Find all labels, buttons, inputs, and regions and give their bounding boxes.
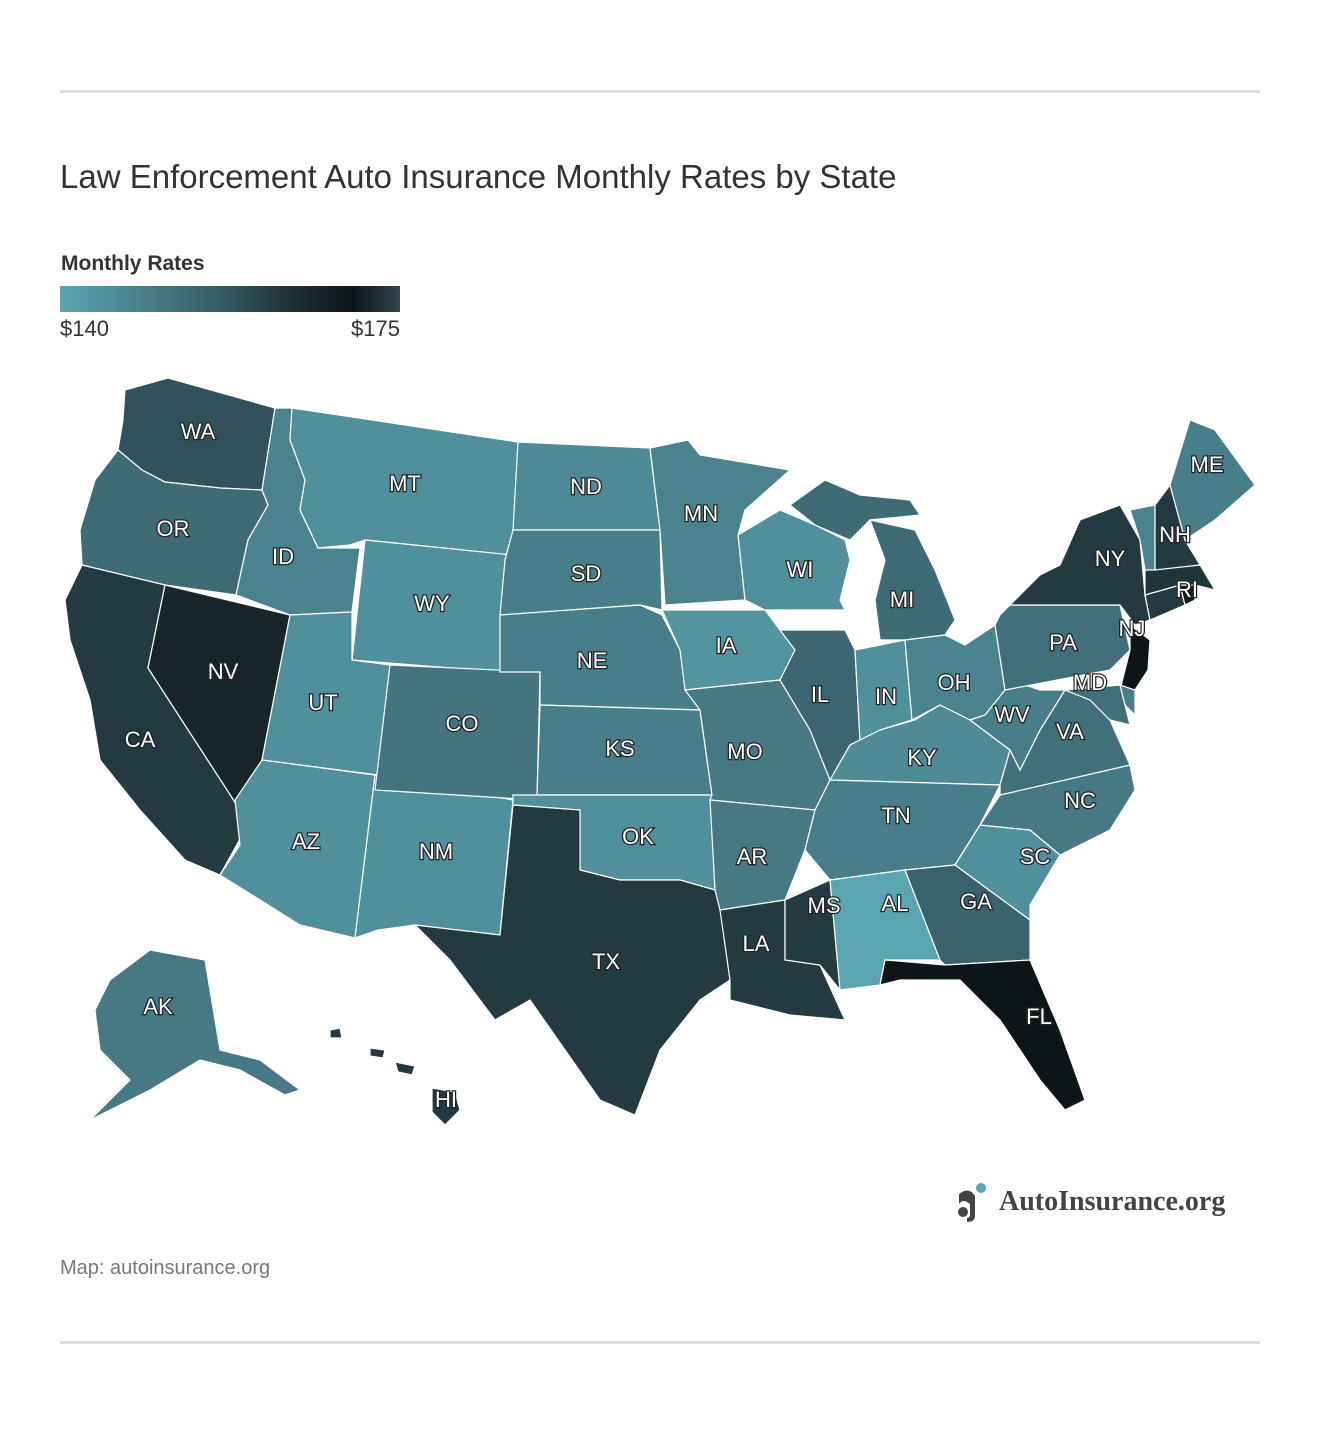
state-nh[interactable] xyxy=(1154,483,1201,571)
source-caption: Map: autoinsurance.org xyxy=(60,1257,271,1279)
state-label-tn: TN xyxy=(881,803,910,828)
state-label-ut: UT xyxy=(308,690,337,715)
state-de[interactable] xyxy=(1119,684,1136,717)
logo-icon xyxy=(958,1183,986,1222)
state-label-in: IN xyxy=(875,684,897,709)
state-label-or: OR xyxy=(157,516,190,541)
state-label-id: ID xyxy=(272,544,294,569)
state-label-nh: NH xyxy=(1159,522,1191,547)
state-label-ak: AK xyxy=(143,994,173,1019)
legend-max-label: $175 xyxy=(351,316,400,341)
state-label-sd: SD xyxy=(571,561,602,586)
state-label-ok: OK xyxy=(622,824,654,849)
state-label-al: AL xyxy=(882,891,909,916)
state-tx[interactable] xyxy=(413,804,731,1116)
legend-title: Monthly Rates xyxy=(61,252,205,275)
state-label-nj: NJ xyxy=(1119,616,1146,641)
state-label-ms: MS xyxy=(808,893,841,918)
state-label-la: LA xyxy=(743,931,770,956)
state-label-ri: RI xyxy=(1176,577,1198,602)
state-label-wy: WY xyxy=(414,591,450,616)
legend-gradient-bar xyxy=(60,286,400,312)
state-label-nv: NV xyxy=(208,659,239,684)
state-label-il: IL xyxy=(811,682,829,707)
state-label-ca: CA xyxy=(125,727,156,752)
autoinsurance-logo: AutoInsurance.org xyxy=(955,1182,1225,1222)
state-label-pa: PA xyxy=(1049,630,1077,655)
state-label-mn: MN xyxy=(684,501,718,526)
state-label-co: CO xyxy=(446,711,479,736)
legend-min-label: $140 xyxy=(60,316,109,341)
state-ms[interactable] xyxy=(784,879,841,992)
map-title: Law Enforcement Auto Insurance Monthly R… xyxy=(60,158,897,195)
state-label-md: MD xyxy=(1073,670,1107,695)
state-mn[interactable] xyxy=(649,439,792,606)
state-label-sc: SC xyxy=(1020,844,1051,869)
state-ak[interactable] xyxy=(89,949,302,1121)
state-label-ia: IA xyxy=(716,633,737,658)
state-label-nm: NM xyxy=(419,839,453,864)
top-divider xyxy=(60,90,1260,93)
state-label-nd: ND xyxy=(570,474,602,499)
state-me[interactable] xyxy=(1169,419,1256,541)
state-label-me: ME xyxy=(1191,452,1224,477)
state-label-mo: MO xyxy=(727,739,762,764)
state-label-wa: WA xyxy=(181,419,216,444)
state-vt[interactable] xyxy=(1129,504,1156,571)
state-label-tx: TX xyxy=(592,949,620,974)
state-label-ar: AR xyxy=(737,844,768,869)
state-label-ny: NY xyxy=(1095,546,1126,571)
state-label-wv: WV xyxy=(994,702,1030,727)
logo-text: AutoInsurance.org xyxy=(999,1186,1226,1217)
state-label-hi: HI xyxy=(435,1087,457,1112)
state-label-va: VA xyxy=(1056,719,1084,744)
state-label-nc: NC xyxy=(1064,788,1096,813)
state-label-oh: OH xyxy=(938,670,971,695)
state-label-ky: KY xyxy=(907,745,937,770)
state-label-mi: MI xyxy=(890,587,914,612)
state-hi[interactable] xyxy=(329,1027,461,1126)
state-label-ne: NE xyxy=(577,648,608,673)
state-label-fl: FL xyxy=(1026,1004,1052,1029)
state-label-wi: WI xyxy=(787,557,814,582)
state-label-ks: KS xyxy=(605,736,634,761)
state-label-ga: GA xyxy=(960,889,992,914)
bottom-divider xyxy=(60,1341,1260,1344)
state-label-mt: MT xyxy=(389,471,421,496)
state-label-az: AZ xyxy=(292,829,320,854)
state-wi[interactable] xyxy=(737,509,851,611)
state-fl[interactable] xyxy=(879,959,1086,1111)
